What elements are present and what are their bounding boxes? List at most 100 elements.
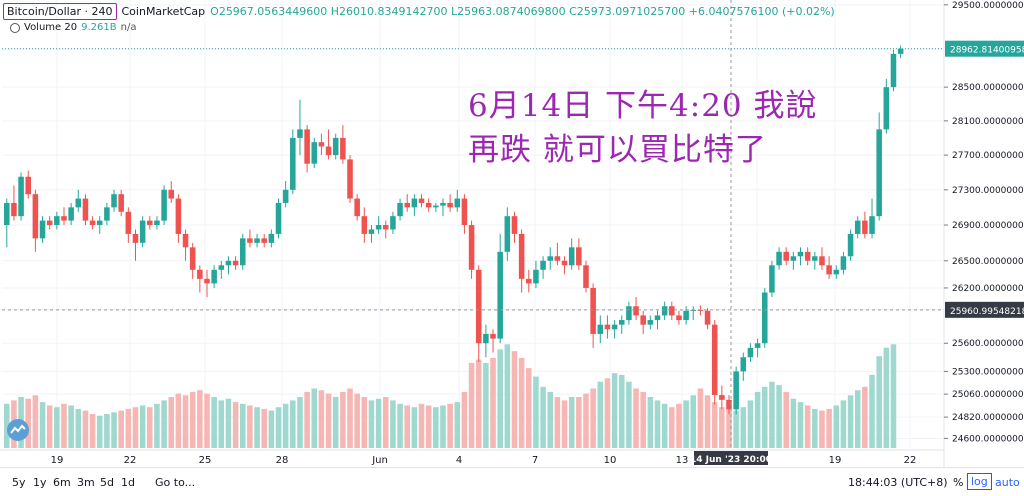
volume-bar xyxy=(704,395,711,448)
volume-bar xyxy=(261,408,267,448)
volume-bar xyxy=(139,405,146,448)
timeframe-6m[interactable]: 6m xyxy=(53,476,71,489)
volume-bar xyxy=(518,357,525,448)
volume-bar xyxy=(733,410,739,448)
candle-body xyxy=(125,211,132,234)
clock-readout: 18:44:03 (UTC+8) xyxy=(848,476,948,489)
volume-bar xyxy=(654,400,661,448)
candle-body xyxy=(61,216,67,221)
candle-body xyxy=(82,198,89,221)
volume-value: 9.261B xyxy=(81,22,117,33)
volume-bar xyxy=(754,391,761,448)
candle-body xyxy=(404,202,410,208)
volume-bar xyxy=(440,405,446,448)
candle-body xyxy=(225,260,232,266)
volume-bar xyxy=(833,405,840,448)
candle-body xyxy=(676,315,682,321)
time-axis-label: 22 xyxy=(124,455,137,466)
candle-body xyxy=(669,306,675,316)
timeframe-1d[interactable]: 1d xyxy=(121,476,135,489)
symbol-label[interactable]: Bitcoin/Dollar · 240 xyxy=(3,2,117,20)
volume-bar xyxy=(590,388,596,448)
volume-bar xyxy=(819,410,825,448)
candle-body xyxy=(661,306,668,316)
candle-body xyxy=(604,324,611,330)
candle-body xyxy=(733,371,739,410)
candle-body xyxy=(325,146,332,156)
candle-body xyxy=(32,194,39,239)
ohlc-readout: O25967.0563449600 H26010.8349142700 L259… xyxy=(210,4,835,18)
volume-bar xyxy=(726,408,732,448)
candle-body xyxy=(375,225,382,230)
volume-bar xyxy=(132,407,139,448)
volume-bar xyxy=(404,405,410,448)
candle-body xyxy=(611,324,618,330)
time-axis-label: 13 xyxy=(676,455,689,466)
candle-body xyxy=(797,251,804,257)
timeframe-1y[interactable]: 1y xyxy=(33,476,47,489)
volume-bar xyxy=(719,407,725,448)
candle-body xyxy=(804,251,811,261)
candle-body xyxy=(683,310,689,321)
volume-bar xyxy=(118,410,124,448)
volume-bar xyxy=(661,403,668,448)
percent-toggle[interactable]: % xyxy=(953,476,964,489)
candle-body xyxy=(147,220,153,226)
candle-body xyxy=(840,256,847,270)
candle-body xyxy=(18,176,24,217)
candle-body xyxy=(311,142,318,164)
candle-body xyxy=(819,256,825,266)
volume-bar xyxy=(840,400,847,448)
tradingview-logo-icon[interactable] xyxy=(7,419,29,441)
log-toggle[interactable]: log xyxy=(967,473,992,490)
volume-bar xyxy=(154,403,160,448)
timeframe-5y[interactable]: 5y xyxy=(12,476,26,489)
timeframe-5d[interactable]: 5d xyxy=(100,476,114,489)
volume-bar xyxy=(568,397,575,448)
candle-body xyxy=(754,343,761,348)
chevron-down-icon[interactable] xyxy=(10,22,20,33)
candle-body xyxy=(704,310,711,325)
candle-body xyxy=(526,278,532,284)
volume-bar xyxy=(218,400,225,448)
volume-bar xyxy=(511,351,518,448)
crosshair-price-tag xyxy=(945,301,1024,318)
candle-body xyxy=(518,233,525,279)
candle-body xyxy=(533,269,539,284)
volume-bar xyxy=(325,393,332,448)
candle-body xyxy=(104,207,110,221)
candle-body xyxy=(397,202,403,217)
candle-body xyxy=(847,233,854,257)
volume-bar xyxy=(561,400,568,448)
volume-bar xyxy=(204,393,210,448)
candle-body xyxy=(711,324,718,396)
candle-body xyxy=(290,137,296,190)
time-axis-label: 7 xyxy=(532,455,538,466)
volume-bar xyxy=(475,359,482,448)
goto-button[interactable]: Go to... xyxy=(155,476,196,489)
volume-bar xyxy=(311,388,318,448)
candle-body xyxy=(726,399,732,410)
volume-label: Volume 20 xyxy=(24,22,78,33)
volume-bar xyxy=(740,407,747,448)
candle-body xyxy=(490,333,496,339)
time-axis-label: 25 xyxy=(199,455,212,466)
auto-toggle[interactable]: auto xyxy=(995,476,1020,489)
volume-bar xyxy=(633,388,639,448)
candle-body xyxy=(769,265,775,293)
candle-body xyxy=(304,129,310,164)
candle-body xyxy=(876,129,882,217)
crosshair-time-tag xyxy=(694,451,768,465)
chart-header: Bitcoin/Dollar · 240 CoinMarketCap O2596… xyxy=(0,0,835,22)
timeframe-3m[interactable]: 3m xyxy=(77,476,95,489)
candle-body xyxy=(433,205,439,208)
volume-bar xyxy=(4,403,10,448)
candle-body xyxy=(175,198,182,234)
volume-bar xyxy=(382,397,389,448)
candle-body xyxy=(132,233,139,243)
candle-body xyxy=(368,229,375,234)
volume-bar xyxy=(669,407,675,448)
volume-bar xyxy=(39,402,46,448)
volume-bar xyxy=(397,403,403,448)
